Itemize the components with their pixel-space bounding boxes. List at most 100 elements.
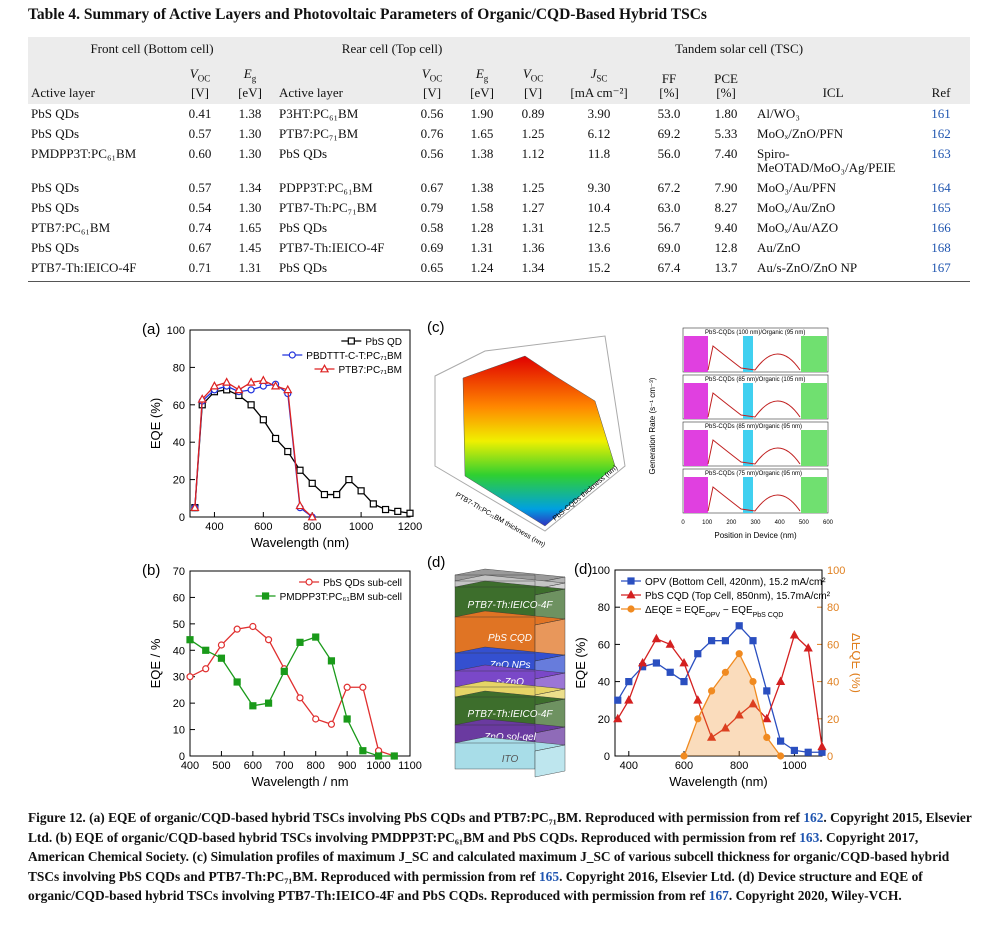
table-cell: 1.58	[470, 199, 494, 215]
data-point	[259, 382, 267, 390]
table-cell: 1.12	[521, 145, 545, 161]
data-point	[777, 752, 785, 760]
data-point	[374, 752, 383, 760]
table-cell: MoOₓ/Au/AZO	[757, 219, 839, 235]
data-point	[775, 676, 786, 685]
x-tick-label: 900	[338, 760, 356, 772]
header-unit: [V]	[423, 84, 442, 100]
header-unit: [eV]	[238, 84, 262, 100]
data-point	[748, 698, 758, 708]
table-cell: 168	[931, 239, 951, 255]
header-sub: g	[251, 73, 257, 84]
data-point	[762, 713, 772, 723]
group-header: Front cell (Bottom cell)	[28, 37, 277, 61]
table-cell: 163	[931, 145, 951, 161]
column-header: VOC [V]	[508, 61, 559, 104]
caption-text: Figure 12. (a) EQE of organic/CQD-based …	[28, 810, 804, 825]
data-point	[721, 668, 729, 676]
legend-marker	[626, 589, 636, 599]
data-point	[249, 622, 257, 631]
data-point	[233, 678, 241, 686]
figure-caption: Figure 12. (a) EQE of organic/CQD-based …	[28, 808, 973, 906]
table-cell: PTB7-Th:IEICO-4F	[279, 239, 385, 255]
table-cell: 15.2	[558, 257, 641, 282]
header-sub: SC	[596, 73, 608, 84]
data-point	[247, 386, 255, 394]
data-point	[708, 637, 716, 645]
table-cell: 167	[912, 257, 971, 282]
x-tick-label: 600	[675, 760, 693, 772]
data-point	[186, 636, 194, 644]
region	[801, 477, 827, 513]
data-point	[295, 500, 305, 510]
region	[684, 336, 708, 372]
series-line	[194, 379, 313, 518]
table-cell: 0.79	[420, 199, 444, 215]
header-text: J	[590, 66, 597, 81]
data-point	[817, 741, 827, 751]
x-tick-label: 800	[307, 760, 325, 772]
legend-label: PbS QDs sub-cell	[323, 578, 402, 589]
legend-label: PbS CQD (Top Cell, 850nm), 15.7mA/cm²	[645, 591, 831, 602]
y2-tick-label: 0	[827, 751, 833, 763]
data-point	[390, 752, 398, 760]
data-point	[186, 673, 194, 681]
legend-label: ΔEQE = EQEOPV − EQEPbS CQD	[645, 605, 783, 619]
y2-axis-label: ΔEQE (%)	[849, 633, 860, 693]
header-symbol: PCE	[701, 71, 751, 86]
table-cell: 5.33	[714, 125, 738, 141]
table-cell: 1.36	[521, 239, 545, 255]
panel-label: (a)	[142, 321, 160, 338]
column-header: Active layer	[276, 61, 409, 104]
data-point	[202, 665, 210, 673]
data-point	[749, 637, 757, 645]
header-symbol: JSC	[561, 67, 637, 86]
x-tick-label: 400	[620, 760, 638, 772]
table-row: PbS QDs 0.67 1.45 PTB7-Th:IEICO-4F 0.69 1.31 1…	[28, 238, 970, 258]
data-point	[264, 699, 273, 707]
table-cell: 12.8	[714, 239, 738, 255]
y2-tick-label: 100	[827, 565, 845, 577]
layer-label: PTB7-Th:IEICO-4F	[467, 709, 553, 720]
data-point	[652, 659, 661, 667]
panel-label: (d)	[427, 554, 445, 571]
y-tick-label: 40	[173, 437, 185, 449]
data-point	[296, 638, 304, 646]
y-tick-label: 30	[173, 672, 185, 684]
y-tick-label: 0	[179, 512, 185, 524]
region	[684, 430, 708, 466]
layer-front	[454, 742, 536, 770]
header-symbol: VOC	[411, 67, 453, 86]
y2-tick-label: 60	[827, 639, 839, 651]
table-cell: 67.2	[657, 179, 681, 195]
layer-label: ZnO NPs	[488, 660, 530, 671]
x-tick-label: 100	[702, 520, 713, 526]
data-point	[217, 654, 226, 662]
layer-label: ZnO sol-gel	[483, 732, 536, 743]
table-cell: 166	[931, 219, 951, 235]
table-cell: PMDPP3T:PC₆₁BM	[31, 145, 137, 161]
table-cell: 1.30	[238, 145, 262, 161]
header-text: Active layer	[279, 84, 343, 100]
data-point	[249, 702, 257, 710]
table-cell: 0.56	[420, 145, 444, 161]
table-cell: PbS QDs	[31, 179, 80, 195]
series-line	[189, 636, 395, 757]
region	[801, 383, 827, 419]
header-symbol: FF	[643, 71, 695, 86]
data-point	[359, 747, 367, 755]
data-point	[312, 633, 320, 641]
table-cell: 0.89	[521, 105, 545, 121]
y-tick-label: 60	[173, 400, 185, 412]
data-point	[708, 687, 716, 695]
y-tick-label: 40	[173, 645, 185, 657]
table-cell: 1.34	[508, 257, 559, 282]
panel-label: (b)	[142, 562, 160, 579]
column-header: Eg [eV]	[224, 61, 277, 104]
data-point	[763, 733, 771, 741]
data-point	[202, 646, 210, 654]
data-point	[234, 384, 244, 394]
region	[743, 336, 753, 372]
legend-text-part: PbS CQD	[753, 612, 784, 619]
